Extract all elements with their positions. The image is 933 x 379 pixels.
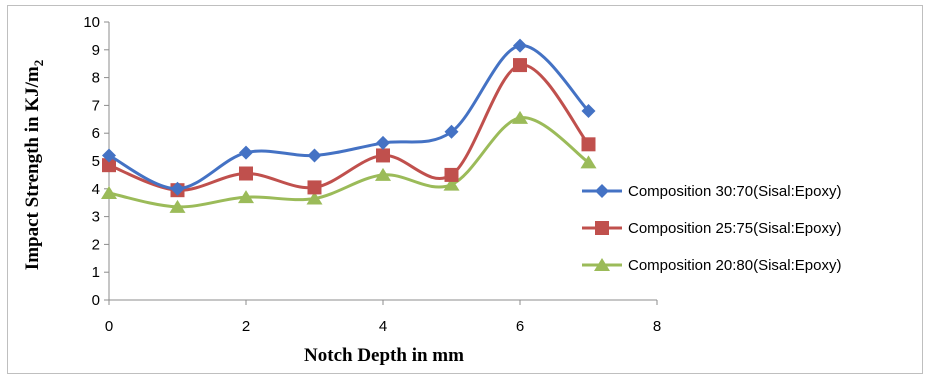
chart-frame bbox=[7, 5, 923, 374]
y-axis-title: Impact Strength in KJ/m2 bbox=[22, 60, 46, 270]
legend-item-1: Composition 30:70(Sisal:Epoxy) bbox=[582, 183, 841, 200]
x-axis-title: Notch Depth in mm bbox=[304, 345, 464, 366]
data-point bbox=[376, 135, 390, 150]
series-layer bbox=[101, 38, 597, 213]
data-point bbox=[238, 190, 254, 204]
data-point bbox=[307, 180, 322, 195]
data-point bbox=[581, 103, 596, 118]
legend-label: Composition 25:75(Sisal:Epoxy) bbox=[628, 220, 841, 237]
data-point bbox=[239, 145, 253, 160]
y-axis-title-main: Impact Strength in KJ/m bbox=[22, 66, 43, 270]
y-tick-label: 4 bbox=[92, 181, 100, 198]
data-point bbox=[170, 181, 185, 196]
y-tick-label: 9 bbox=[92, 42, 100, 59]
legend-swatch-marker bbox=[594, 258, 610, 271]
x-tick-label: 6 bbox=[516, 318, 524, 335]
series-1 bbox=[102, 38, 596, 196]
y-tick-label: 0 bbox=[92, 292, 100, 309]
data-point bbox=[444, 167, 459, 182]
data-point bbox=[580, 155, 597, 169]
y-tick-label: 8 bbox=[92, 70, 100, 87]
legend-label: Composition 30:70(Sisal:Epoxy) bbox=[628, 183, 841, 200]
x-tick-label: 8 bbox=[653, 318, 661, 335]
data-point bbox=[376, 148, 390, 163]
axis-labels: Notch Depth in mm Impact Strength in KJ/… bbox=[22, 60, 464, 366]
legend-swatch-marker bbox=[595, 184, 609, 198]
y-tick-label: 1 bbox=[92, 264, 100, 281]
data-point bbox=[239, 166, 253, 181]
legend: Composition 30:70(Sisal:Epoxy) Compositio… bbox=[582, 183, 841, 274]
data-point bbox=[512, 110, 528, 124]
data-point bbox=[375, 167, 391, 181]
y-tick-label: 7 bbox=[92, 97, 100, 114]
legend-swatch-marker bbox=[595, 221, 609, 235]
data-point bbox=[513, 58, 527, 73]
data-point bbox=[102, 148, 116, 163]
axes: 0 1 2 3 4 5 6 7 8 9 10 0 2 4 6 8 bbox=[83, 14, 661, 335]
y-tick-label: 3 bbox=[92, 209, 100, 226]
x-tick-label: 4 bbox=[379, 318, 387, 335]
y-tick-label: 2 bbox=[92, 236, 100, 253]
y-axis-title-subscript: 2 bbox=[31, 60, 46, 67]
data-point bbox=[169, 199, 186, 213]
legend-label: Composition 20:80(Sisal:Epoxy) bbox=[628, 257, 841, 274]
data-point bbox=[101, 185, 117, 199]
data-point bbox=[444, 124, 459, 139]
data-point bbox=[307, 148, 322, 163]
y-tick-label: 6 bbox=[92, 125, 100, 142]
data-point bbox=[581, 137, 596, 152]
x-tick-label: 0 bbox=[105, 318, 113, 335]
x-tick-label: 2 bbox=[242, 318, 250, 335]
data-point bbox=[513, 38, 527, 53]
legend-item-2: Composition 25:75(Sisal:Epoxy) bbox=[582, 220, 841, 237]
series-3 bbox=[101, 110, 597, 213]
data-point bbox=[443, 177, 460, 191]
legend-item-3: Composition 20:80(Sisal:Epoxy) bbox=[582, 257, 841, 274]
series-line bbox=[108, 63, 590, 192]
data-point bbox=[306, 191, 323, 205]
y-tick-label: 10 bbox=[83, 14, 100, 31]
data-point bbox=[102, 158, 116, 173]
series-2 bbox=[102, 58, 596, 198]
y-tick-label: 5 bbox=[92, 153, 100, 170]
